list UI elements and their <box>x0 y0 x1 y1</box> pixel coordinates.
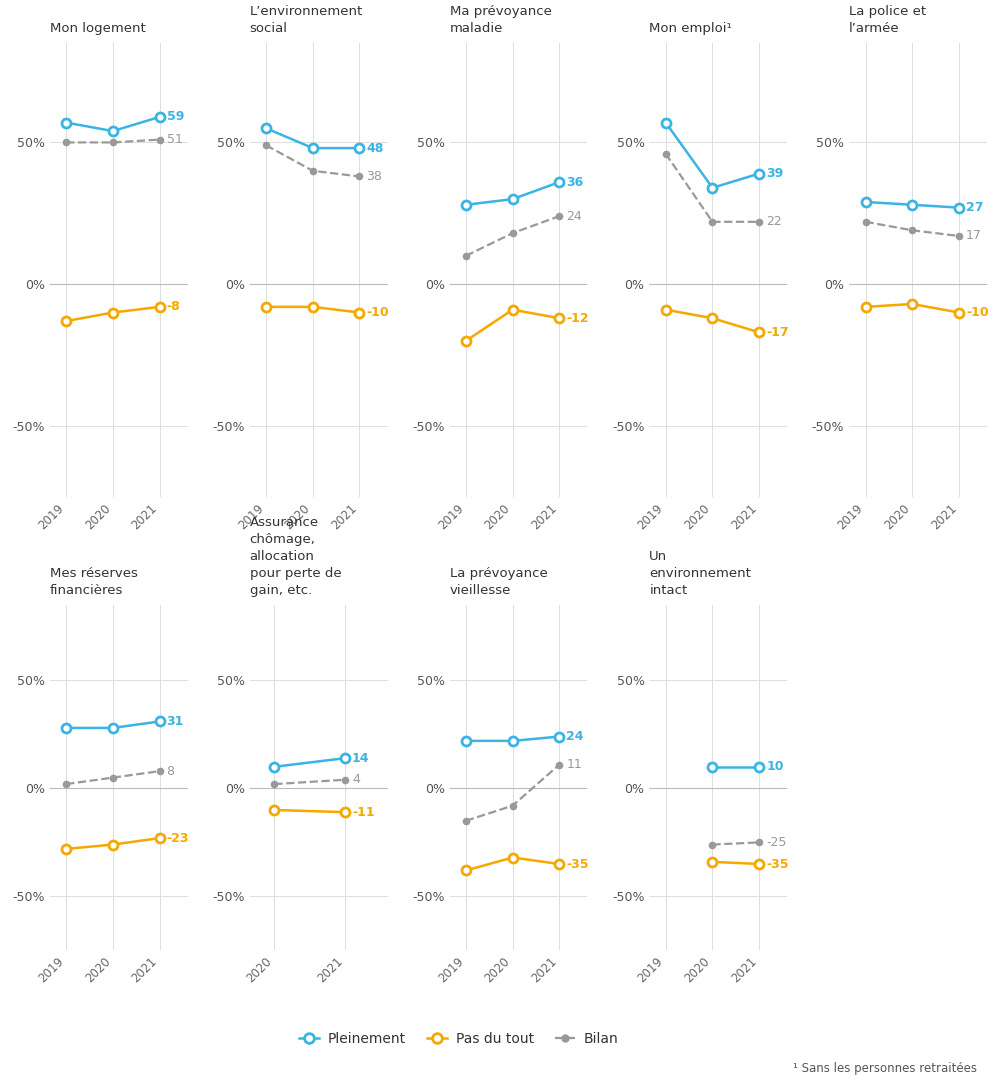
Text: 24: 24 <box>566 730 584 743</box>
Text: 31: 31 <box>166 715 184 728</box>
Text: 36: 36 <box>566 176 583 189</box>
Text: -17: -17 <box>766 326 789 339</box>
Text: 48: 48 <box>367 141 384 154</box>
Text: -11: -11 <box>352 806 375 819</box>
Text: 27: 27 <box>966 201 983 214</box>
Text: 11: 11 <box>566 758 582 771</box>
Text: Mon logement: Mon logement <box>50 22 146 35</box>
Text: 24: 24 <box>566 210 582 222</box>
Text: ¹ Sans les personnes retraitées: ¹ Sans les personnes retraitées <box>793 1062 977 1075</box>
Text: 14: 14 <box>352 752 370 765</box>
Text: 51: 51 <box>166 133 182 146</box>
Text: 38: 38 <box>367 170 382 183</box>
Text: 17: 17 <box>966 229 982 243</box>
Text: La police et
l’armée: La police et l’armée <box>849 5 926 35</box>
Text: -25: -25 <box>766 836 787 849</box>
Text: -23: -23 <box>166 832 189 845</box>
Text: Mon emploi¹: Mon emploi¹ <box>649 22 732 35</box>
Text: -10: -10 <box>966 306 989 319</box>
Text: -8: -8 <box>166 300 180 313</box>
Text: -35: -35 <box>566 858 589 870</box>
Text: L’environnement
social: L’environnement social <box>249 5 363 35</box>
Text: Un
environnement
intact: Un environnement intact <box>649 550 752 596</box>
Text: -35: -35 <box>766 858 789 870</box>
Text: 59: 59 <box>166 110 184 123</box>
Text: -10: -10 <box>367 306 389 319</box>
Text: 4: 4 <box>352 773 360 786</box>
Text: 22: 22 <box>766 215 782 228</box>
Text: La prévoyance
vieillesse: La prévoyance vieillesse <box>450 567 547 596</box>
Legend: Pleinement, Pas du tout, Bilan: Pleinement, Pas du tout, Bilan <box>293 1026 624 1052</box>
Text: 39: 39 <box>766 167 784 180</box>
Text: Ma prévoyance
maladie: Ma prévoyance maladie <box>450 5 551 35</box>
Text: Mes réserves
financières: Mes réserves financières <box>50 567 138 596</box>
Text: 8: 8 <box>166 765 174 778</box>
Text: 10: 10 <box>766 760 784 773</box>
Text: Assurance
chômage,
allocation
pour perte de
gain, etc.: Assurance chômage, allocation pour perte… <box>249 515 341 596</box>
Text: -12: -12 <box>566 312 589 325</box>
